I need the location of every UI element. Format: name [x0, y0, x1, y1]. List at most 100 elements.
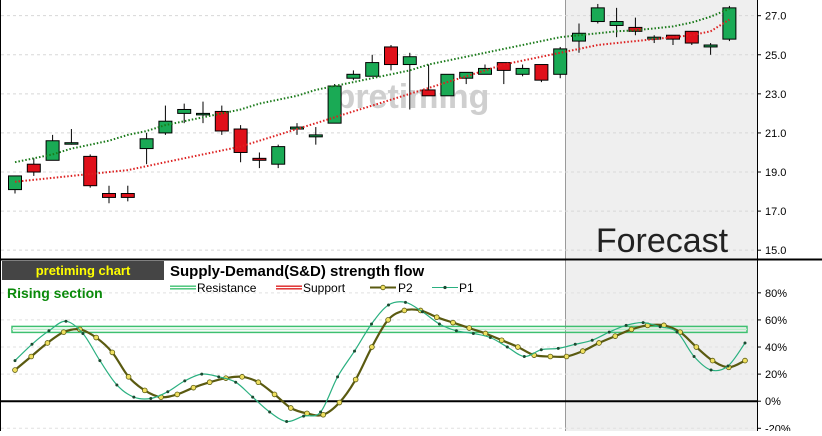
candle: [177, 103, 192, 124]
candle-body: [308, 134, 323, 138]
candle: [402, 52, 417, 110]
candle: [64, 129, 79, 145]
p1-point: [675, 330, 679, 334]
price-axis: 27.0 25.0 23.0 21.0 19.0 17.0 15.0: [757, 11, 786, 257]
series-p2: [12, 307, 748, 418]
p2-point: [433, 314, 440, 321]
candle: [252, 152, 267, 169]
p1-point: [743, 341, 747, 345]
p2-point: [352, 376, 359, 383]
candle: [102, 185, 116, 204]
p1-point: [115, 383, 119, 387]
candle: [346, 70, 361, 81]
candle-body: [64, 142, 79, 145]
price-tick-label: 27.0: [765, 11, 786, 23]
p2-point: [579, 348, 586, 354]
candle: [703, 43, 718, 55]
candle-body: [384, 46, 398, 66]
p1-point: [488, 336, 492, 340]
p2-point: [206, 379, 213, 386]
candle: [534, 64, 549, 83]
candle-body: [158, 120, 173, 134]
p2-point: [709, 357, 716, 364]
p1-point: [437, 322, 441, 326]
candle: [553, 46, 568, 79]
candle: [384, 44, 398, 71]
p1-point: [183, 379, 187, 383]
legend-p1-label: P1: [459, 281, 474, 295]
candle-body: [703, 44, 718, 48]
p1-point: [590, 338, 594, 342]
candle: [83, 154, 98, 188]
candle-body: [515, 67, 530, 75]
p1-point: [386, 303, 390, 307]
candle-body: [440, 73, 455, 97]
legend-support-label: Support: [303, 281, 346, 295]
candle-body: [572, 32, 586, 42]
p2-point: [466, 325, 473, 331]
legend-p2-label: P2: [398, 281, 413, 295]
p2-point: [125, 374, 132, 380]
candle: [515, 64, 530, 77]
p2-point: [28, 353, 35, 360]
candle-body: [177, 108, 192, 114]
p1-point: [149, 396, 153, 400]
candle-body: [534, 64, 549, 81]
candle-body: [459, 71, 474, 79]
candle-body: [271, 146, 286, 165]
candle-body: [83, 155, 98, 187]
percent-tick-label: 80%: [765, 288, 787, 300]
p1-point: [471, 331, 475, 335]
p1-point: [13, 359, 17, 363]
p1-point: [81, 331, 85, 335]
candle-body: [45, 140, 60, 161]
oscillator-lines: [12, 300, 748, 424]
p1-point: [251, 395, 255, 399]
p1-point: [64, 319, 68, 323]
p1-point: [454, 329, 458, 333]
p2-point: [628, 326, 635, 333]
p1-point: [607, 330, 611, 334]
candle-body: [26, 163, 41, 173]
p2-point: [44, 340, 51, 346]
p2-point: [12, 367, 18, 373]
p1-point: [370, 322, 374, 326]
p1-point: [302, 414, 306, 418]
p2-point: [336, 399, 343, 406]
p1-point: [658, 325, 662, 329]
forecast-zone-bottom: [565, 261, 757, 431]
p1-point: [285, 420, 289, 424]
forecast-zone-top: [565, 0, 757, 259]
candle: [647, 35, 662, 44]
panel-title: Supply-Demand(S&D) strength flow: [170, 263, 424, 280]
p1-point: [132, 395, 136, 399]
p1-point: [692, 355, 696, 358]
candle: [214, 105, 229, 135]
price-tick-label: 19.0: [765, 167, 786, 179]
p2-point: [612, 333, 619, 339]
p1-point: [573, 342, 577, 346]
p2-point: [563, 353, 570, 360]
p2-point: [287, 405, 294, 411]
support-trend-line: [14, 18, 730, 183]
candle-body: [346, 73, 361, 79]
p2-point: [271, 391, 278, 398]
candle-body: [139, 138, 154, 150]
brand-badge: [2, 261, 164, 280]
candle: [440, 73, 455, 97]
resistance-trend-line: [14, 7, 730, 164]
p2-point: [515, 344, 521, 350]
candle-body: [327, 85, 342, 124]
candle: [722, 5, 737, 42]
p1-point: [726, 364, 730, 368]
p2-point: [742, 357, 748, 364]
p1-point: [166, 390, 170, 394]
p1-point: [336, 375, 340, 379]
p1-point: [98, 359, 102, 363]
candle: [365, 54, 380, 77]
p1-point: [505, 345, 509, 349]
candle: [308, 127, 323, 145]
percent-tick-label: -20%: [765, 423, 791, 431]
